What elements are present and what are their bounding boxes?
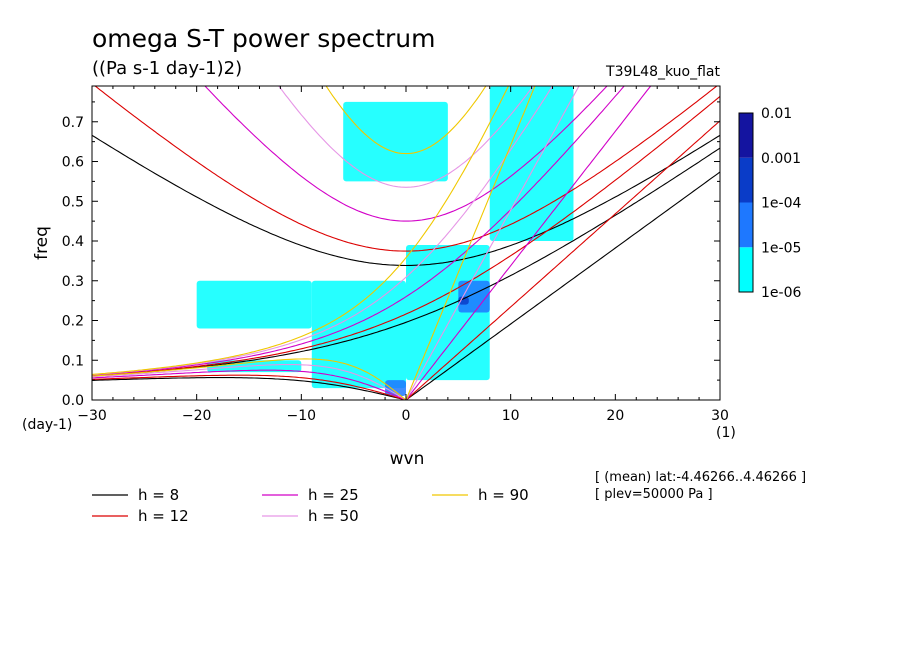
- legend-label: h = 90: [478, 486, 529, 504]
- ig-curve-h50: [278, 86, 534, 188]
- shaded-region-3: [406, 244, 490, 381]
- shaded-region-8: [458, 296, 469, 305]
- plot-area: −30 −20 −10 0 10 20 30 0.00.10.20.30.40.50.60.…: [62, 85, 729, 424]
- rossby-curve-h25: [92, 369, 407, 400]
- dispersion-curves: [92, 86, 720, 400]
- colorbar-segment: [739, 247, 753, 292]
- colorbar-segment: [739, 202, 753, 248]
- y-tick-label: 0.3: [62, 274, 84, 290]
- colorbar-label: 0.01: [761, 106, 792, 122]
- y-tick-label: 0.7: [62, 115, 84, 131]
- legend-label: h = 25: [308, 486, 359, 504]
- legend-label: h = 50: [308, 507, 359, 525]
- legend: h = 8 h = 12 h = 25 h = 50 h = 90: [92, 486, 529, 525]
- x-unit-label: (1): [716, 425, 736, 441]
- shaded-region-0: [311, 280, 406, 389]
- legend-label: h = 8: [138, 486, 179, 504]
- legend-label: h = 12: [138, 507, 189, 525]
- y-axis-ticks: 0.0 0.1 0.2 0.3 0.4 0.5 0.6 0.7: [62, 101, 720, 409]
- x-tick-label: 10: [502, 408, 520, 424]
- colorbar: 1e-06 1e-05 1e-04 0.001 0.01: [738, 106, 801, 301]
- kelvin-curve-h50: [405, 86, 580, 400]
- x-axis-ticks: −30 −20 −10 0 10 20 30: [77, 86, 729, 424]
- ig-curve-h25: [204, 86, 608, 222]
- chart-title: omega S-T power spectrum: [92, 24, 436, 53]
- colorbar-label: 1e-06: [761, 285, 801, 301]
- shaded-region-6: [385, 380, 406, 397]
- kelvin-curve-h90: [405, 86, 536, 400]
- shaded-region-5: [343, 101, 448, 182]
- y-tick-label: 0.0: [62, 393, 84, 409]
- rossby-curve-h50: [92, 363, 407, 400]
- y-tick-label: 0.5: [62, 194, 84, 210]
- mrg-curve-h50: [92, 86, 554, 376]
- x-tick-label: 0: [402, 408, 411, 424]
- mrg-curve-h25: [92, 86, 625, 376]
- colorbar-segment: [739, 113, 753, 158]
- annotation-lat: [ (mean) lat:-4.46266..4.46266 ]: [595, 470, 806, 485]
- y-tick-label: 0.2: [62, 314, 84, 330]
- kelvin-curve-h25: [405, 86, 652, 400]
- kelvin-curve-h12: [405, 120, 720, 400]
- shaded-region-1: [196, 280, 312, 329]
- model-label: T39L48_kuo_flat: [605, 64, 720, 80]
- colorbar-frame: [738, 112, 754, 293]
- chart-subtitle: ((Pa s-1 day-1)2): [92, 58, 242, 79]
- ig-curve-h12: [94, 86, 718, 252]
- colorbar-segment: [739, 157, 753, 203]
- x-tick-label: 30: [711, 408, 729, 424]
- rossby-curve-h8: [92, 377, 407, 400]
- y-axis-label: freq: [32, 226, 52, 260]
- rossby-curve-h90: [92, 358, 407, 400]
- x-tick-label: 20: [606, 408, 624, 424]
- x-axis-label: wvn: [390, 449, 425, 469]
- mrg-curve-h12: [92, 95, 720, 377]
- y-tick-label: 0.6: [62, 155, 84, 171]
- x-tick-label: −30: [77, 408, 107, 424]
- kelvin-curve-h8: [405, 171, 720, 400]
- colorbar-label: 0.001: [761, 151, 801, 167]
- annotation-plev: [ plev=50000 Pa ]: [595, 487, 713, 502]
- rossby-curve-h12: [92, 374, 407, 400]
- ig-curve-h90: [325, 86, 487, 155]
- power-shading: [196, 86, 574, 397]
- y-unit-label: (day-1): [22, 417, 72, 433]
- colorbar-label: 1e-05: [761, 240, 801, 256]
- y-tick-label: 0.4: [62, 234, 84, 250]
- x-tick-label: −10: [287, 408, 317, 424]
- shaded-region-7: [458, 280, 490, 313]
- ig-curve-h8: [92, 134, 720, 267]
- y-tick-label: 0.1: [62, 353, 84, 369]
- mrg-curve-h90: [92, 86, 510, 375]
- x-tick-label: −20: [182, 408, 212, 424]
- colorbar-label: 1e-04: [761, 196, 801, 212]
